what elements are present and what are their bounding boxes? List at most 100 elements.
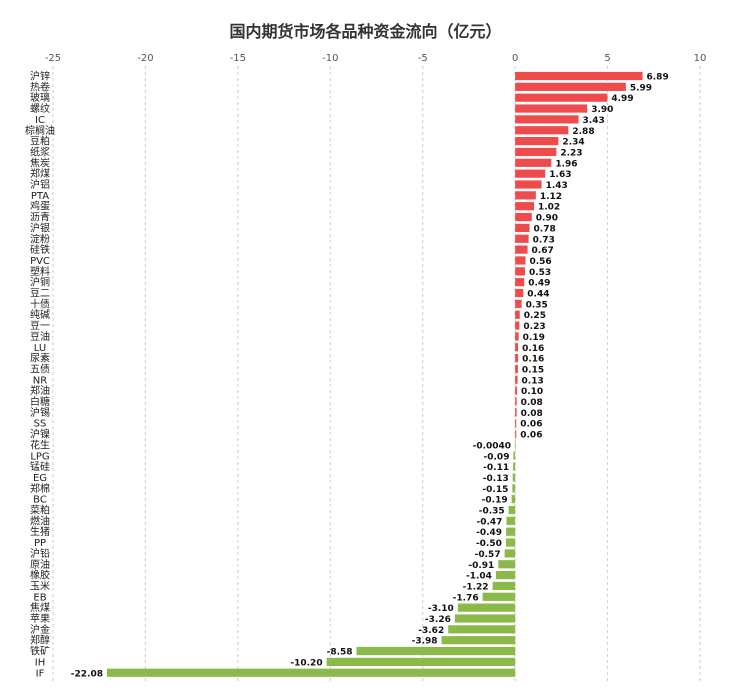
bar <box>457 603 516 612</box>
x-tick-label: -25 <box>45 53 61 64</box>
bar <box>511 495 516 504</box>
category-label: 十债 <box>30 297 50 310</box>
bar <box>515 343 519 352</box>
category-label: 郑棉 <box>30 482 50 495</box>
bar <box>515 137 559 146</box>
value-label: 0.08 <box>521 409 543 419</box>
bar <box>515 288 524 298</box>
bar <box>504 549 516 558</box>
value-labels: 6.895.994.993.903.432.882.342.231.961.63… <box>71 73 669 680</box>
value-label: -0.11 <box>483 463 509 473</box>
bar <box>515 278 525 287</box>
category-label: 铁矿 <box>30 645 50 658</box>
bar <box>515 419 517 428</box>
category-label: NR <box>33 375 47 386</box>
category-label: 五债 <box>30 362 50 375</box>
value-label: 0.73 <box>533 235 555 245</box>
bar <box>448 625 516 634</box>
value-label: 4.99 <box>611 94 633 104</box>
category-label: 沪铝 <box>30 178 50 191</box>
bar <box>515 332 519 341</box>
bar <box>515 71 643 81</box>
category-label: 螺纹 <box>30 102 50 115</box>
bar <box>515 212 532 222</box>
bar <box>515 267 525 276</box>
value-label: 0.35 <box>526 300 548 310</box>
bar <box>515 147 557 157</box>
value-label: -3.26 <box>425 615 451 625</box>
x-tick-label: -20 <box>137 53 153 64</box>
value-label: -0.19 <box>482 496 508 506</box>
value-label: 0.56 <box>529 257 551 267</box>
category-label: IC <box>35 115 45 126</box>
bar <box>515 180 542 189</box>
category-label: LPG <box>30 451 49 462</box>
value-label: 0.25 <box>524 311 546 321</box>
category-label: 豆粕 <box>30 135 50 148</box>
value-label: -1.76 <box>453 593 479 603</box>
value-label: 1.63 <box>549 170 571 180</box>
value-label: -0.0040 <box>473 441 511 451</box>
category-label: 热卷 <box>30 80 50 93</box>
grid-layer <box>52 66 701 684</box>
category-label: 郑煤 <box>30 167 50 180</box>
bar <box>441 636 516 645</box>
value-label: 0.23 <box>523 322 545 332</box>
category-label: 沥青 <box>30 211 50 224</box>
category-label: 棕榈油 <box>25 124 55 137</box>
bar <box>515 386 517 395</box>
value-label: 0.53 <box>529 268 551 278</box>
bar <box>513 462 516 471</box>
value-label: -0.47 <box>477 517 503 527</box>
bar <box>515 245 528 254</box>
chart-title: 国内期货市场各品种资金流向（亿元） <box>229 22 502 41</box>
value-label: 0.13 <box>522 376 544 386</box>
value-label: 1.02 <box>538 203 560 213</box>
value-label: 1.43 <box>546 181 568 191</box>
value-label: 2.34 <box>562 138 584 148</box>
bar <box>515 223 530 232</box>
bar <box>515 429 517 439</box>
bar <box>515 321 520 330</box>
category-label: 焦炭 <box>30 156 50 169</box>
bar <box>515 310 520 319</box>
value-label: -0.91 <box>468 561 494 571</box>
category-label: 花生 <box>30 438 50 451</box>
value-label: 0.90 <box>536 214 558 224</box>
bar <box>513 451 516 460</box>
category-label: 玉米 <box>30 579 50 592</box>
bar <box>515 375 518 384</box>
bar <box>326 657 516 666</box>
value-label: 0.08 <box>521 398 543 408</box>
category-label: 豆二 <box>30 288 50 300</box>
category-label: 豆一 <box>30 320 50 332</box>
value-label: -0.57 <box>475 550 501 560</box>
category-label: SS <box>34 419 47 430</box>
bar <box>515 440 516 449</box>
value-label: -0.15 <box>482 485 508 495</box>
bar <box>515 354 519 363</box>
value-label: 0.44 <box>527 290 549 300</box>
value-label: 2.88 <box>572 127 594 137</box>
category-label: 沪锡 <box>30 406 50 419</box>
value-label: 0.67 <box>532 246 554 256</box>
bar <box>512 484 516 493</box>
value-label: 0.06 <box>520 420 542 430</box>
bar <box>515 158 552 167</box>
bars <box>106 71 643 677</box>
category-label: 郑醇 <box>30 634 50 647</box>
value-label: -8.58 <box>327 648 353 658</box>
bar <box>495 571 516 580</box>
category-label: 沪镍 <box>30 428 50 441</box>
category-label: 玻璃 <box>30 91 50 104</box>
bar <box>505 538 516 547</box>
value-label: -0.35 <box>479 507 505 517</box>
category-label: 生猪 <box>30 525 50 538</box>
value-label: -0.13 <box>483 474 509 484</box>
bar <box>454 614 516 623</box>
category-label: 纯碱 <box>30 308 50 321</box>
value-label: 1.12 <box>540 192 562 202</box>
value-label: -0.50 <box>476 539 502 549</box>
value-label: 0.10 <box>521 387 543 397</box>
